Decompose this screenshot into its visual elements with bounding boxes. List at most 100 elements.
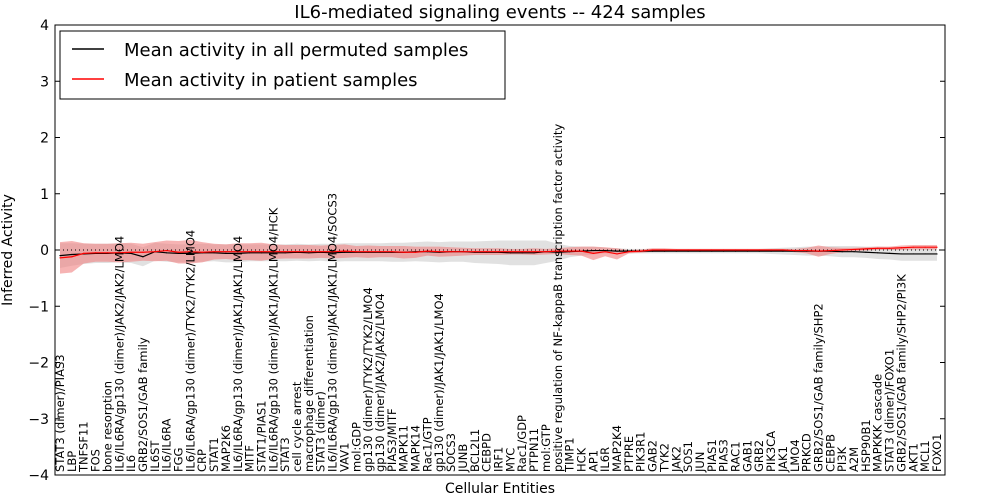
point-patient [592,252,594,254]
x-tick-label: AP1 [586,450,600,472]
x-tick-label: HCK [574,447,588,472]
point-patient [142,251,144,253]
point-patient [640,250,642,252]
band-patient [60,239,937,274]
point-permuted [699,250,701,252]
x-tick-label: PIAS3/MITF [385,408,399,472]
point-patient [888,247,891,249]
point-patient [391,251,393,253]
point-permuted [604,249,606,252]
x-tick-label: FOXO1 [930,434,944,472]
x-tick-label: JAK1 [776,446,790,473]
x-tick-label: FOS [89,449,103,472]
point-patient [450,251,452,253]
x-tick-label: GRB2/SOS1/GAB family [136,337,150,472]
y-tick-label: −3 [28,412,49,428]
x-tick-label: CRP [195,449,209,472]
point-patient [426,250,428,252]
x-tick-label: mol:GDP [349,422,363,472]
y-tick-label: 3 [40,74,49,90]
x-tick-label: PTPN11 [527,428,541,472]
point-patient [272,251,274,253]
x-tick-label: PIK3CA [764,431,778,472]
point-permuted [936,253,938,255]
point-patient [734,249,737,251]
x-tick-label: JAK2 [669,446,683,473]
point-patient [817,250,820,252]
point-patient [260,251,263,253]
x-tick-label: MAP2K4 [610,425,624,472]
x-tick-label: MAP2K6 [219,425,233,472]
x-tick-label: TIMP1 [563,437,577,473]
point-patient [675,249,677,251]
x-tick-label: gp130 (dimer)/JAK1/JAK1/LMO4 [432,293,446,472]
x-tick-label: VAV1 [337,443,351,472]
x-tick-label: Rac1/GTP [420,417,434,472]
x-tick-label: IL6R [598,447,612,472]
x-tick-label: CEBPD [480,433,494,472]
point-patient [130,251,132,253]
point-patient [746,249,748,251]
x-tick-label: gp130 (dimer)/JAK2/JAK2/LMO4 [373,293,387,472]
x-tick-label: GRB2/SOS1/GAB family/SHP2/PI3K [894,274,908,472]
point-patient [497,251,500,253]
point-patient [829,249,831,252]
point-permuted [272,252,274,254]
point-patient [865,248,867,250]
point-permuted [687,250,689,252]
point-patient [320,251,322,253]
point-permuted [59,255,61,257]
point-permuted [877,252,879,254]
x-tick-label: IL6/IL6RA/gp130 (dimer)/TYK2/TYK2/LMO4 [183,230,197,472]
y-tick-label: −2 [28,356,49,372]
x-tick-label: PTPRE [622,436,636,472]
point-patient [545,251,547,253]
point-patient [438,251,440,253]
point-patient [533,251,535,253]
point-permuted [651,250,654,252]
x-tick-label: MAPK14 [409,425,423,472]
point-patient [616,253,618,255]
x-tick-label: GAB1 [740,440,754,472]
point-permuted [924,253,926,255]
point-patient [699,249,701,251]
point-patient [924,246,926,248]
point-patient [118,252,120,254]
point-permuted [509,252,511,254]
x-tick-label: bone resorption [100,381,114,472]
point-permuted [557,251,559,253]
point-permuted [213,252,215,254]
x-tick-label: mol:GTP [539,424,553,472]
x-tick-label: MAPKKK cascade [871,374,885,472]
x-tick-label: BCL2L1 [468,429,482,472]
point-patient [663,249,666,251]
x-tick-label: PI3K [835,446,849,472]
point-permuted [841,251,843,253]
point-permuted [912,253,914,255]
y-tick-labels: −4 −3 −2 −1 0 1 2 3 4 [28,18,945,484]
x-tick-label: PIK3R1 [634,432,648,473]
point-permuted [142,256,144,258]
point-patient [557,250,559,252]
point-permuted [308,252,310,254]
point-patient [604,251,606,253]
x-tick-label: CEBPB [823,434,837,472]
y-tick-label: 2 [40,131,49,147]
x-tick-label: TYK2 [657,443,671,473]
point-permuted [900,253,903,255]
point-patient [83,252,85,254]
point-patient [343,250,346,252]
point-permuted [284,252,286,254]
x-tick-label: GAB2 [646,440,660,472]
point-patient [379,251,381,253]
x-tick-label: RAC1 [729,441,743,472]
point-patient [723,249,725,251]
x-tick-label: IL6/IL6RA/gp130 (dimer)/JAK2/JAK2/LMO4 [112,236,126,472]
chart-title: IL6-mediated signaling events -- 424 sam… [294,2,705,23]
point-permuted [888,252,891,254]
point-permuted [865,251,867,253]
point-permuted [343,251,346,253]
x-tick-label: STAT1/PIAS1 [254,401,268,472]
x-tick-label: FGG [172,448,186,472]
